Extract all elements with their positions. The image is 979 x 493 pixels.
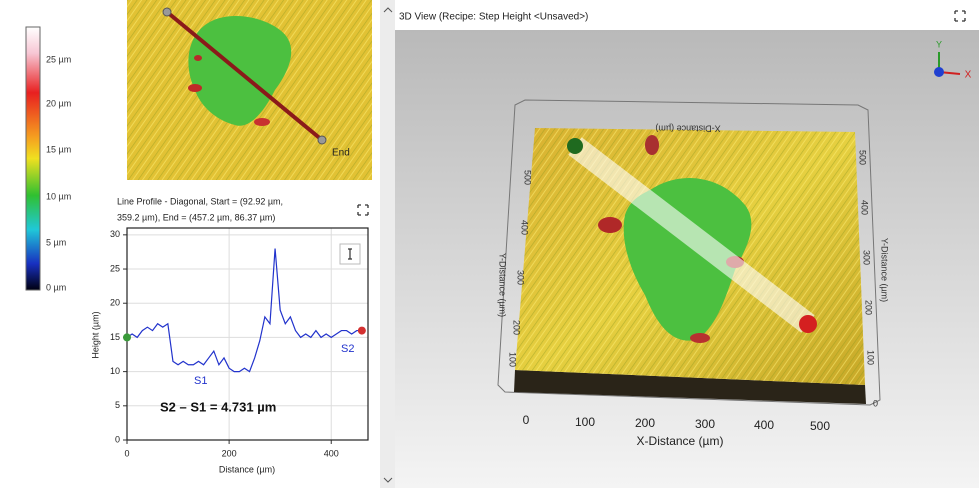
start-marker (123, 333, 131, 341)
end-label: End (332, 148, 350, 159)
map-2d: End (127, 0, 372, 180)
y-axis-label: Y-Distance (µm) (498, 253, 508, 317)
color-bar (26, 27, 40, 290)
x-axis-label: Distance (µm) (219, 464, 275, 474)
y-tick-label: 200 (512, 320, 522, 335)
y-tick-label: 300 (516, 270, 526, 285)
x-tick-label: 0 (523, 413, 530, 427)
y-tick-label: 10 (110, 366, 120, 376)
y-tick-label: 400 (520, 220, 530, 235)
chart-title: 359.2 µm), End = (457.2 µm, 86.37 µm) (117, 212, 275, 222)
y-tick-label: 100 (866, 350, 876, 365)
y-tick-label: 0 (873, 398, 878, 408)
y-tick-label: 30 (110, 229, 120, 239)
scale-label: 15 µm (46, 144, 71, 154)
triad-label: Y (936, 39, 942, 49)
y-tick-label: 25 (110, 263, 120, 273)
x-tick-label: 300 (695, 417, 715, 431)
y-axis-label: Y-Distance (µm) (880, 238, 890, 302)
x-tick-label: 500 (810, 419, 830, 433)
scrollbar[interactable] (380, 0, 395, 488)
y-tick-label: 200 (864, 300, 874, 315)
surface-3d (498, 100, 880, 405)
annotation: S1 (194, 375, 207, 387)
y-tick-label: 500 (858, 150, 868, 165)
annotation: S2 (341, 343, 354, 355)
scale-label: 5 µm (46, 237, 66, 247)
scale-label: 10 µm (46, 191, 71, 201)
x-tick-label: 400 (324, 448, 339, 458)
view-3d-title: 3D View (Recipe: Step Height <Unsaved>) (399, 12, 588, 23)
scale-label: 25 µm (46, 54, 71, 64)
x-axis-label-back: X-Distance (µm) (655, 124, 720, 134)
x-axis-label: X-Distance (µm) (637, 434, 724, 448)
y-axis-label: Height (µm) (90, 311, 100, 358)
x-tick-label: 200 (635, 416, 655, 430)
x-tick-label: 100 (575, 415, 595, 429)
y-tick-label: 20 (110, 298, 120, 308)
scale-label: 0 µm (46, 282, 66, 292)
annotation: S2 – S1 = 4.731 µm (160, 399, 276, 414)
x-tick-label: 0 (124, 448, 129, 458)
expand-icon[interactable] (358, 205, 368, 215)
triad-label: X (965, 70, 972, 81)
y-tick-label: 300 (862, 250, 872, 265)
chart-title: Line Profile - Diagonal, Start = (92.92 … (117, 196, 283, 206)
y-tick-label: 500 (523, 170, 533, 185)
page: 25 µm 20 µm 15 µm 10 µm 5 µm 0 µm End Li… (0, 0, 979, 488)
y-tick-label: 5 (115, 400, 120, 410)
end-marker (358, 327, 366, 335)
screen: 25 µm 20 µm 15 µm 10 µm 5 µm 0 µm End Li… (0, 0, 979, 488)
y-tick-label: 100 (508, 352, 518, 367)
y-tick-label: 15 (110, 332, 120, 342)
scale-label: 20 µm (46, 98, 71, 108)
y-tick-label: 400 (860, 200, 870, 215)
plot: 0 5 10 15 20 25 30 0 200 400 (110, 228, 368, 458)
x-tick-label: 400 (754, 418, 774, 432)
x-tick-label: 200 (222, 448, 237, 458)
y-tick-label: 0 (115, 434, 120, 444)
